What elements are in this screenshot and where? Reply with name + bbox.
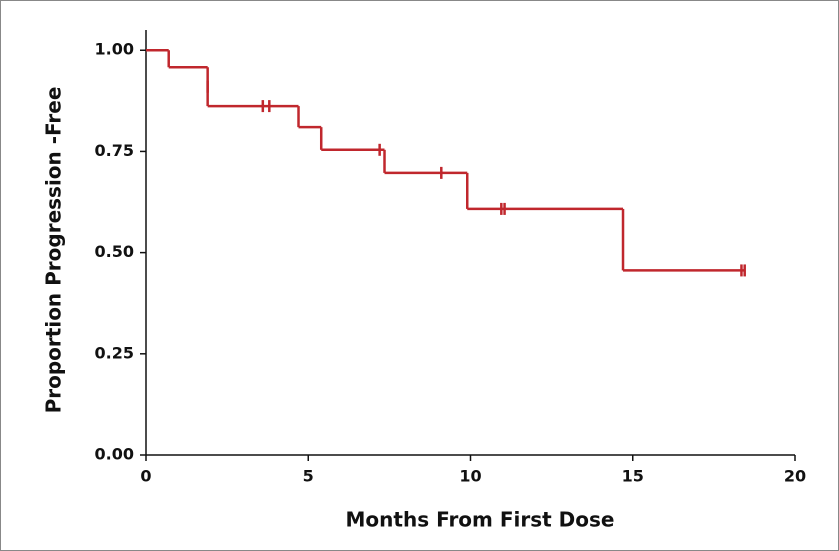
x-tick-label: 0 — [140, 467, 151, 486]
y-tick-label: 0.25 — [95, 343, 134, 362]
y-tick-label: 0.50 — [95, 242, 134, 261]
y-tick-label: 1.00 — [95, 40, 134, 59]
y-tick-label: 0.00 — [95, 445, 134, 464]
y-tick-label: 0.75 — [95, 141, 134, 160]
x-tick-label: 20 — [784, 467, 806, 486]
x-axis-label: Months From First Dose — [346, 508, 615, 532]
x-tick-label: 15 — [622, 467, 644, 486]
x-tick-label: 5 — [303, 467, 314, 486]
y-axis-label: Proportion Progression -Free — [42, 87, 66, 414]
x-tick-label: 10 — [459, 467, 481, 486]
